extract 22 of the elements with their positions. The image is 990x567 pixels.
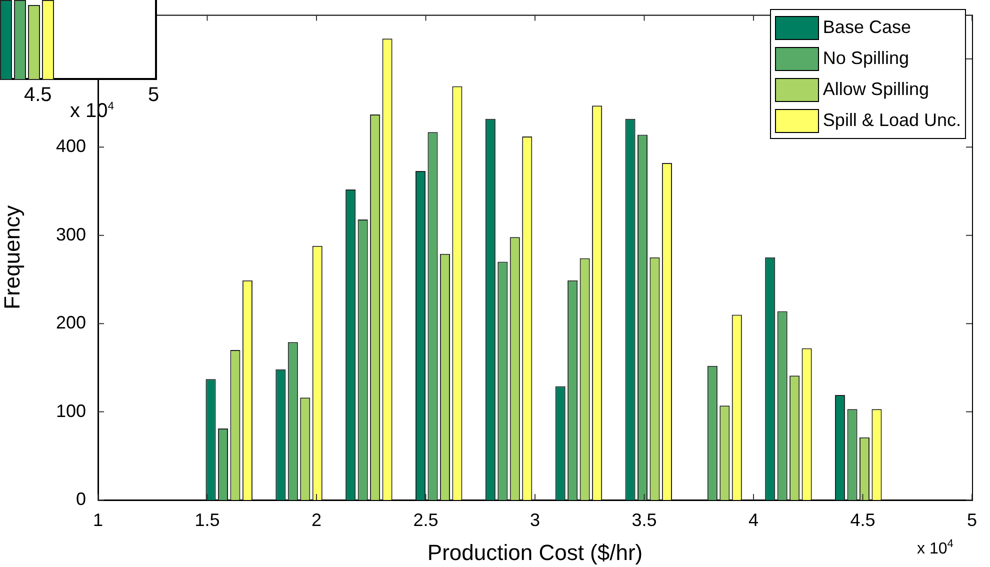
x-tick-label: 5: [966, 510, 978, 530]
y-tick-label: 100: [56, 400, 86, 421]
legend-label: No Spilling: [822, 48, 909, 69]
x-tick-label: 4.5: [850, 510, 876, 530]
y-tick-label: 300: [56, 224, 86, 244]
x-tick-label: 2: [311, 510, 322, 530]
y-axis-title: Frequency: [0, 205, 24, 310]
annotation: 5: [148, 84, 160, 107]
text: x 10$^{4}$: [917, 538, 954, 558]
x-axis-title: Production Cost ($/hr): [427, 540, 643, 565]
legend-label: Spill & Load Unc.: [822, 110, 961, 131]
legend-label: Base Case: [822, 17, 911, 38]
x-tick-label: 1: [92, 510, 104, 530]
x-tick-label: 3.5: [632, 510, 657, 530]
y-tick-label: 400: [56, 136, 86, 156]
x-tick-label: 2.5: [413, 510, 438, 530]
legend-label: Allow Spilling: [822, 79, 929, 100]
x-tick-label: 3: [530, 510, 540, 530]
x-tick-label: 1.5: [194, 510, 220, 530]
y-tick-label: 0: [76, 488, 86, 509]
x-tick-label: 4: [748, 510, 759, 530]
y-tick-label: 200: [56, 312, 86, 333]
